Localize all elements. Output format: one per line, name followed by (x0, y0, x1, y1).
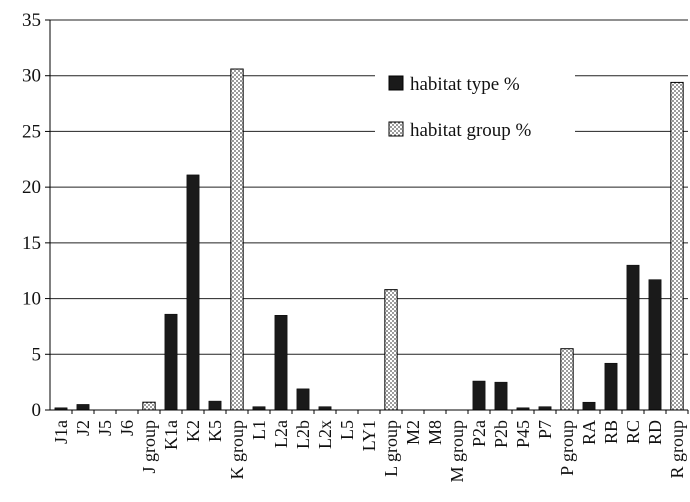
x-label-l2b: L2b (293, 420, 313, 449)
y-tick-label-35: 35 (22, 10, 41, 31)
x-label-j1a: J1a (51, 420, 71, 444)
bar-p2a (472, 380, 486, 411)
x-label-rd: RD (645, 420, 665, 445)
gridlines (50, 19, 688, 355)
bars (54, 68, 684, 411)
x-label-m-group: M group (447, 420, 467, 483)
x-label-r-group: R group (667, 420, 687, 479)
x-label-j6: J6 (117, 420, 137, 436)
x-label-k-group: K group (227, 420, 247, 480)
x-label-j2: J2 (73, 420, 93, 436)
bar-l2a (274, 315, 288, 411)
bar-j-group (142, 401, 156, 411)
axes (49, 20, 689, 414)
x-label-m8: M8 (425, 420, 445, 445)
bar-l1 (252, 406, 266, 411)
x-label-k1a: K1a (161, 420, 181, 450)
x-label-ly1: LY1 (359, 420, 379, 451)
x-label-j5: J5 (95, 420, 115, 436)
x-label-p7: P7 (535, 420, 555, 439)
x-label-rb: RB (601, 420, 621, 444)
bar-p7 (538, 406, 552, 411)
x-label-m2: M2 (403, 420, 423, 445)
x-label-l2a: L2a (271, 420, 291, 448)
bar-k1a (164, 313, 178, 411)
bar-l-group (384, 289, 398, 411)
y-tick-label-25: 25 (22, 121, 41, 142)
x-label-k5: K5 (205, 420, 225, 442)
x-label-l5: L5 (337, 420, 357, 440)
x-label-rc: RC (623, 420, 643, 444)
x-label-l-group: L group (381, 420, 401, 477)
bar-l2x (318, 406, 332, 411)
y-tick-label-0: 0 (32, 400, 42, 421)
legend-label-habitat-group: habitat group % (410, 120, 532, 141)
legend-label-habitat-type: habitat type % (410, 74, 520, 95)
legend-swatch-habitat-type (388, 75, 404, 91)
bar-k2 (186, 174, 200, 411)
y-tick-label-5: 5 (32, 344, 42, 365)
bar-rc (626, 264, 640, 411)
bar-r-group (670, 81, 684, 411)
x-label-p2a: P2a (469, 420, 489, 447)
bar-rb (604, 362, 618, 411)
x-label-p2b: P2b (491, 420, 511, 448)
bar-rd (648, 279, 662, 411)
bar-ra (582, 401, 596, 411)
y-tick-label-15: 15 (22, 233, 41, 254)
x-label-l2x: L2x (315, 420, 335, 449)
bar-k-group (230, 68, 244, 411)
y-tick-label-20: 20 (22, 177, 41, 198)
y-tick-label-10: 10 (22, 289, 41, 310)
x-label-l1: L1 (249, 420, 269, 440)
bar-k5 (208, 400, 222, 411)
y-axis-ticks: 0 5 10 15 20 25 30 35 (22, 10, 50, 421)
x-axis-labels: J1a J2 J5 J6 J group K1a K2 K5 K group L1 L2a L2b L2… (51, 420, 687, 483)
bar-l2b (296, 388, 310, 411)
x-label-ra: RA (579, 420, 599, 445)
legend-background (375, 58, 575, 148)
x-label-p45: P45 (513, 420, 533, 448)
y-tick-label-30: 30 (22, 66, 41, 87)
legend-swatch-habitat-group (388, 121, 404, 137)
x-label-p-group: P group (557, 420, 577, 476)
x-label-k2: K2 (183, 420, 203, 442)
bar-j2 (76, 404, 90, 411)
bar-p-group (560, 348, 574, 411)
legend: habitat type % habitat group % (375, 58, 575, 148)
bar-p2b (494, 381, 508, 411)
x-label-j-group: J group (139, 420, 159, 474)
